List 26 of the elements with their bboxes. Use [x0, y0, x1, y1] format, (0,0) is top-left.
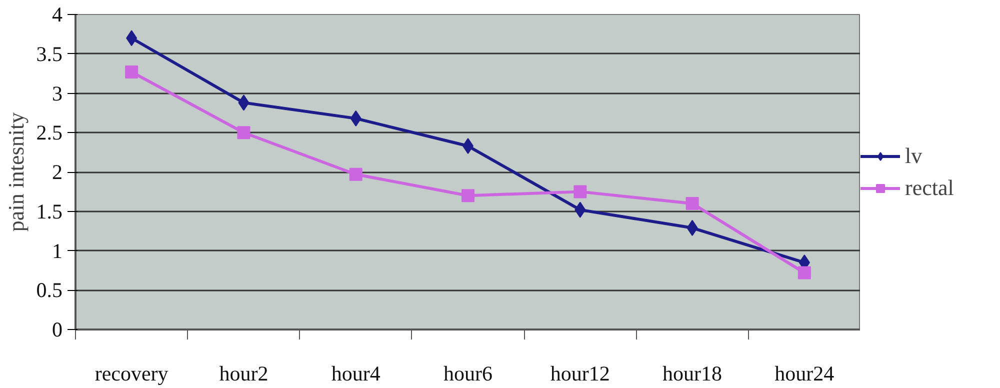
y-tick-label: 0: [52, 318, 62, 342]
point: [462, 189, 474, 202]
point: [125, 65, 138, 78]
y-tick-label: 2: [52, 160, 62, 184]
y-tick-label: 3: [52, 81, 62, 106]
y-tick-label: 2.5: [36, 120, 62, 145]
y-axis-title: pain intesnity: [3, 112, 28, 232]
point: [798, 266, 811, 280]
y-tick-label: 1.5: [36, 199, 62, 224]
x-tick-label: hour6: [444, 362, 493, 386]
y-tick-label: 0.5: [36, 278, 62, 302]
x-tick-label: hour24: [774, 362, 835, 386]
x-tick-label: hour18: [662, 362, 722, 386]
x-tick-label: hour4: [331, 362, 381, 386]
y-tick-label: 4: [52, 2, 63, 26]
x-tick-label: hour2: [219, 362, 268, 386]
point: [574, 185, 587, 198]
point: [237, 126, 250, 140]
legend-label: lv: [905, 142, 924, 168]
y-tick-label: 1: [52, 238, 62, 263]
point: [686, 197, 699, 210]
x-tick-label: hour12: [550, 362, 610, 386]
legend-label: rectal: [905, 174, 954, 200]
y-tick-label: 3.5: [36, 42, 62, 66]
point: [349, 168, 362, 181]
x-tick-label: recovery: [94, 362, 169, 386]
